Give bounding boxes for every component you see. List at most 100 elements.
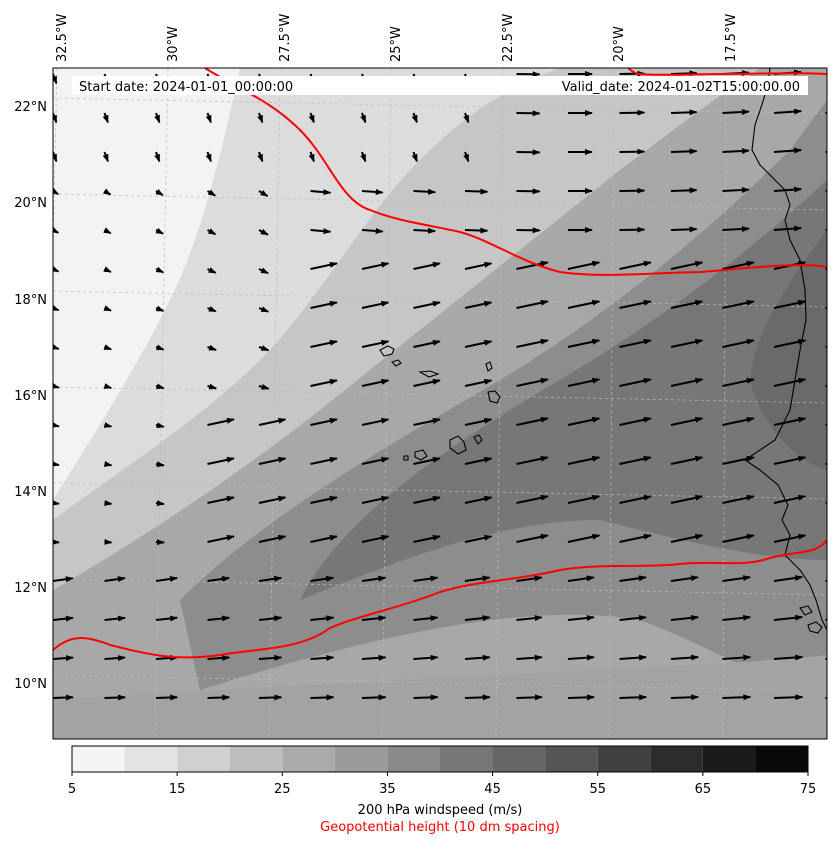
windspeed-shade-south — [53, 655, 827, 739]
colorbar-segment — [282, 746, 335, 772]
windspeed-shade-50 — [750, 230, 827, 470]
wind-vector — [722, 260, 755, 270]
wind-vector — [207, 615, 231, 622]
colorbar-segment — [702, 746, 756, 772]
wind-vector — [567, 455, 601, 465]
wind-vector — [310, 339, 338, 348]
wind-vector — [310, 189, 332, 196]
wind-vector — [207, 495, 235, 504]
wind-vector — [310, 534, 338, 543]
wind-vector — [258, 456, 287, 465]
wind-vector — [464, 261, 493, 270]
wind-vector — [722, 455, 755, 465]
wind-vector — [516, 494, 549, 504]
wind-vector — [773, 614, 804, 621]
geopotential-contours — [53, 68, 827, 659]
wind-vector — [205, 151, 212, 163]
wind-vector — [722, 533, 755, 543]
wind-vector — [155, 266, 165, 274]
wind-vector — [310, 495, 338, 504]
wind-vector — [103, 383, 113, 389]
coastline-island-10 — [799, 605, 813, 616]
wind-vector — [567, 260, 601, 270]
wind-vector — [670, 260, 704, 270]
wind-vector — [722, 416, 755, 426]
lon-label-17-5w: 17.5°W — [724, 14, 739, 62]
wind-vector — [155, 227, 164, 235]
wind-vector — [516, 533, 549, 543]
wind-vector — [104, 694, 127, 701]
colorbar-label: 200 hPa windspeed (m/s) — [358, 803, 523, 818]
wind-vector — [670, 226, 698, 233]
wind-vector — [258, 575, 283, 582]
lon-label-25w: 25°W — [389, 26, 404, 62]
wind-vector — [258, 345, 270, 352]
wind-vector — [361, 261, 390, 270]
wind-vector — [464, 456, 493, 465]
wind-vector — [413, 378, 441, 387]
wind-vector — [619, 338, 652, 348]
colorbar-segment — [492, 746, 546, 772]
wind-vector — [516, 615, 543, 622]
wind-vector — [53, 151, 58, 163]
colorbar-tick-label: 75 — [800, 782, 817, 797]
wind-vector — [155, 539, 165, 546]
lat-label-18n: 18°N — [14, 293, 47, 308]
wind-vector — [155, 344, 165, 351]
wind-vector — [413, 417, 441, 426]
wind-vector — [464, 339, 493, 348]
meridian-line — [268, 68, 281, 739]
wind-vector — [258, 228, 269, 236]
wind-vector — [207, 654, 231, 661]
wind-vector — [722, 494, 755, 504]
coastline-island-8 — [414, 449, 428, 461]
wind-vector — [102, 188, 112, 196]
wind-vector — [670, 494, 704, 504]
wind-vector — [207, 228, 217, 236]
wind-vector — [567, 615, 595, 621]
wind-vector — [722, 575, 752, 582]
wind-vector — [413, 615, 439, 622]
wind-vector — [567, 416, 601, 426]
wind-vector — [310, 575, 335, 582]
colorbar-segment — [177, 746, 230, 772]
wind-vector — [155, 461, 165, 468]
wind-vector — [207, 344, 217, 351]
wind-vector — [53, 304, 60, 312]
wind-vector — [567, 654, 595, 661]
wind-vector — [310, 694, 335, 701]
lat-label-12n: 12°N — [14, 581, 47, 596]
wind-vector — [516, 654, 543, 661]
wind-vector — [464, 615, 491, 622]
colorbar-segment — [650, 746, 703, 772]
wind-vector — [567, 575, 595, 582]
wind-vector — [53, 655, 74, 662]
wind-vector — [310, 378, 338, 387]
wind-vector — [155, 188, 164, 196]
wind-vector — [619, 416, 652, 426]
wind-vector — [567, 299, 601, 309]
wind-vector — [207, 417, 235, 426]
wind-vector — [155, 615, 179, 622]
coastline-island-6 — [449, 435, 467, 455]
wind-vector — [464, 300, 493, 309]
coastline-island-3 — [418, 370, 440, 378]
wind-vector — [463, 151, 470, 163]
wind-vector — [773, 533, 807, 543]
colorbar-segment — [72, 746, 125, 772]
wind-vector — [516, 694, 543, 701]
colorbar-tick-label: 35 — [379, 782, 396, 797]
wind-vector — [205, 112, 212, 124]
wind-vector — [104, 615, 126, 622]
colorbar-segment — [597, 746, 651, 772]
wind-vector — [103, 422, 113, 428]
wind-vector — [155, 305, 165, 312]
wind-vector — [257, 112, 264, 124]
wind-vector — [258, 654, 283, 661]
wind-vector — [773, 575, 804, 582]
colorbar-segment — [124, 746, 178, 772]
wind-vector — [722, 377, 755, 387]
meridian-line — [495, 68, 504, 739]
wind-vector — [619, 299, 652, 309]
